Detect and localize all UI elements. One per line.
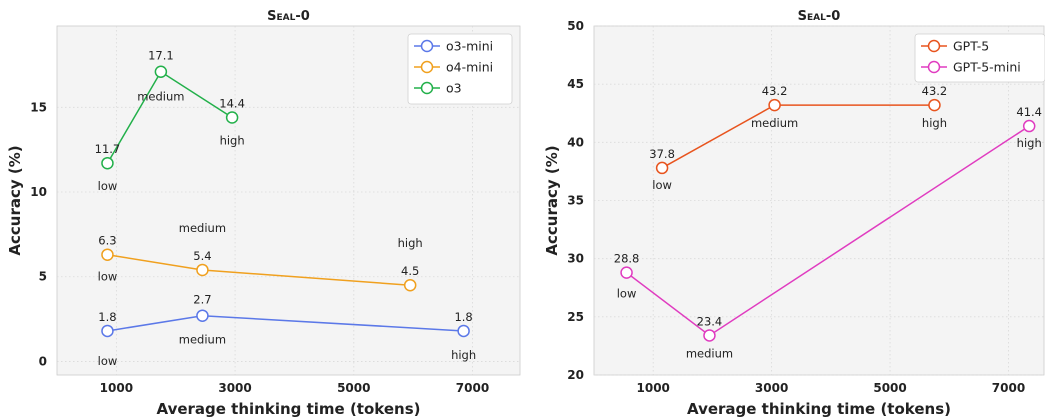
data-point	[225, 111, 239, 124]
x-tick-label: 5000	[873, 381, 906, 395]
y-axis-label: Accuracy (%)	[6, 145, 24, 255]
data-point	[154, 65, 168, 78]
value-label: 11.7	[95, 142, 121, 156]
data-point	[196, 263, 209, 277]
legend: GPT-5 GPT-5-mini	[914, 33, 1045, 83]
chart-title: Seal-0	[798, 9, 841, 24]
effort-label: medium	[751, 116, 798, 130]
legend-box	[914, 33, 1045, 83]
value-label: 17.1	[148, 49, 174, 63]
effort-label: medium	[179, 221, 226, 235]
y-tick-label: 50	[567, 19, 584, 33]
y-axis-label: Accuracy (%)	[543, 145, 561, 255]
data-point	[655, 161, 669, 175]
effort-label: high	[398, 236, 423, 250]
y-tick-label: 10	[30, 185, 47, 199]
legend-marker	[420, 60, 434, 74]
value-label: 41.4	[1016, 105, 1042, 119]
data-point	[703, 329, 716, 342]
y-tick-label: 20	[567, 368, 584, 382]
effort-label: low	[98, 179, 118, 193]
chart-panel-1: Seal-0 1000 3000 5000 7000 0 5 10 15 Average thin…	[6, 9, 521, 418]
x-axis-label: Average thinking time (tokens)	[157, 400, 421, 418]
data-point	[620, 266, 633, 279]
value-label: 4.5	[401, 264, 419, 278]
data-point	[1022, 119, 1036, 133]
data-point	[928, 98, 941, 112]
data-point	[196, 309, 209, 322]
x-tick-label: 3000	[755, 381, 788, 395]
data-point	[101, 156, 114, 170]
chart-title: Seal-0	[267, 9, 310, 24]
series-GPT-5-mini: 28.8 low 23.4 medium 41.4 high	[614, 105, 1042, 360]
value-label: 23.4	[697, 314, 723, 328]
x-tick-label: 3000	[218, 381, 251, 395]
effort-label: low	[652, 178, 672, 192]
effort-label: low	[98, 354, 118, 368]
effort-label: high	[220, 133, 245, 147]
effort-label: medium	[179, 333, 226, 347]
series-o3-mini: 1.8 low 2.7 medium 1.8 high	[98, 293, 477, 368]
legend-label: o4-mini	[446, 60, 493, 75]
y-tick-label: 0	[39, 354, 47, 368]
x-tick-label: 1000	[637, 381, 670, 395]
value-label: 28.8	[614, 252, 640, 266]
value-label: 14.4	[219, 96, 245, 110]
chart-panel-2: Seal-0 1000 3000 5000 7000 20 25 30 35 40 45 50 Aver…	[543, 9, 1045, 418]
y-tick-label: 30	[567, 252, 584, 266]
value-label: 2.7	[193, 293, 211, 307]
legend-marker	[927, 60, 941, 74]
data-point	[403, 278, 417, 292]
effort-label: medium	[686, 346, 733, 360]
effort-label: low	[98, 270, 118, 284]
effort-label: high	[1017, 136, 1042, 150]
y-tick-label: 15	[30, 100, 47, 114]
legend-marker	[927, 39, 941, 53]
x-tick-label: 5000	[337, 381, 370, 395]
y-tick-label: 45	[567, 77, 584, 91]
x-tick-label: 7000	[992, 381, 1025, 395]
effort-label: high	[451, 348, 476, 362]
data-point	[768, 98, 781, 112]
x-tick-label: 7000	[456, 381, 489, 395]
legend-label: GPT-5-mini	[953, 60, 1021, 75]
legend-box	[407, 33, 513, 105]
series-o3: 11.7 low 17.1 medium 14.4 high	[95, 49, 245, 193]
value-label: 6.3	[98, 234, 116, 248]
value-label: 43.2	[922, 84, 948, 98]
legend-marker	[420, 81, 434, 95]
x-axis-label: Average thinking time (tokens)	[687, 400, 951, 418]
legend-marker	[420, 39, 434, 53]
data-point	[101, 248, 114, 261]
y-tick-label: 40	[567, 135, 584, 149]
value-label: 1.8	[454, 310, 472, 324]
value-label: 43.2	[762, 84, 788, 98]
legend-label: o3-mini	[446, 39, 493, 54]
y-tick-label: 25	[567, 310, 584, 324]
legend: o3-mini o4-mini o3	[407, 33, 513, 105]
effort-label: high	[922, 116, 947, 130]
legend-label: o3	[446, 81, 462, 96]
data-point	[101, 324, 114, 338]
legend-label: GPT-5	[953, 39, 989, 54]
value-label: 5.4	[193, 249, 211, 263]
series-o4-mini: 6.3 low 5.4 medium 4.5 high	[98, 221, 423, 292]
series-GPT-5: 37.8 low 43.2 medium 43.2 high	[649, 84, 947, 192]
x-tick-label: 1000	[100, 381, 133, 395]
value-label: 1.8	[98, 310, 116, 324]
effort-label: medium	[137, 90, 184, 104]
y-tick-label: 35	[567, 194, 584, 208]
value-label: 37.8	[649, 147, 675, 161]
y-tick-label: 5	[39, 270, 47, 284]
effort-label: low	[617, 287, 637, 301]
data-point	[457, 324, 470, 338]
